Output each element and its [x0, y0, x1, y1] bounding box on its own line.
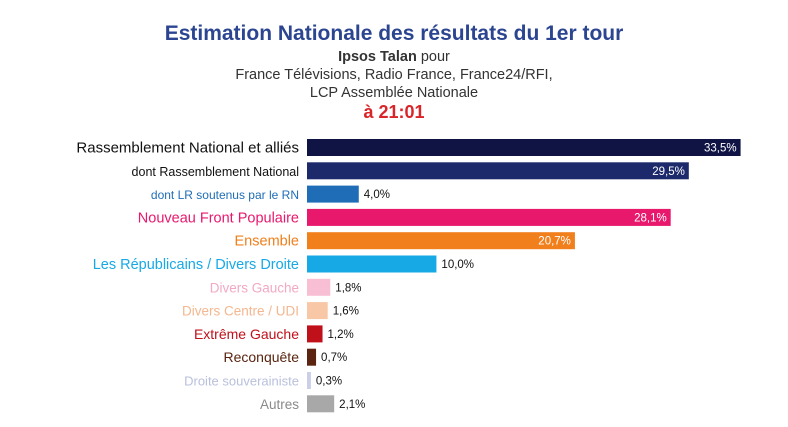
value-label-droite-souverainiste: 0,3%: [316, 376, 342, 388]
category-label-ensemble: Ensemble: [235, 234, 299, 250]
value-label-ensemble: 20,7%: [538, 236, 571, 248]
category-label-nouveau-front-populaire: Nouveau Front Populaire: [138, 210, 299, 226]
category-label-dont-rassemblement-national: dont Rassemblement National: [132, 165, 299, 179]
subtitle-line-3: LCP Assemblée Nationale: [309, 85, 479, 101]
estimate-time: à 21:01: [363, 102, 425, 122]
subtitle-line-2: France Télévisions, Radio France, France…: [235, 67, 553, 83]
category-label-autres: Autres: [260, 397, 299, 412]
bar-ensemble: [307, 232, 575, 250]
category-label-dont-lr-soutenus-par-le-rn: dont LR soutenus par le RN: [151, 188, 299, 202]
bar-dont-lr-soutenus-par-le-rn: [307, 185, 359, 203]
bar-divers-gauche: [307, 278, 331, 296]
pour-text: pour: [416, 49, 450, 65]
value-label-dont-rassemblement-national: 29,5%: [652, 166, 685, 178]
category-label-reconquete: Reconquête: [223, 349, 299, 365]
bar-les-republicains-divers-droite: [307, 255, 437, 273]
subtitle-line-1: Ipsos Talan pour: [0, 48, 788, 66]
bar-divers-centre-udi: [307, 302, 328, 320]
pollster-name: Ipsos Talan: [338, 49, 417, 65]
bar-reconquete: [307, 348, 317, 366]
value-label-autres: 2,1%: [339, 399, 365, 411]
bar-extreme-gauche: [307, 325, 323, 343]
value-label-les-republicains-divers-droite: 10,0%: [441, 259, 474, 271]
value-label-rassemblement-national-et-allies: 33,5%: [704, 143, 737, 155]
category-label-les-republicains-divers-droite: Les Républicains / Divers Droite: [93, 257, 299, 273]
chart-title: Estimation Nationale des résultats du 1e…: [164, 22, 624, 45]
value-label-divers-centre-udi: 1,6%: [333, 306, 359, 318]
value-label-dont-lr-soutenus-par-le-rn: 4,0%: [364, 189, 390, 201]
bar-droite-souverainiste: [307, 372, 311, 389]
category-label-divers-centre-udi: Divers Centre / UDI: [182, 304, 299, 319]
category-label-droite-souverainiste: Droite souverainiste: [184, 374, 299, 389]
category-label-extreme-gauche: Extrême Gauche: [194, 326, 299, 342]
value-label-nouveau-front-populaire: 28,1%: [634, 212, 667, 224]
bar-dont-rassemblement-national: [307, 162, 689, 180]
bar-rassemblement-national-et-allies: [307, 139, 741, 156]
category-label-rassemblement-national-et-allies: Rassemblement National et alliés: [76, 140, 299, 157]
bar-autres: [307, 395, 335, 413]
value-label-extreme-gauche: 1,2%: [328, 329, 354, 341]
value-label-reconquete: 0,7%: [321, 352, 347, 364]
category-label-divers-gauche: Divers Gauche: [210, 280, 299, 295]
value-label-divers-gauche: 1,8%: [335, 282, 361, 294]
bar-nouveau-front-populaire: [307, 208, 671, 226]
